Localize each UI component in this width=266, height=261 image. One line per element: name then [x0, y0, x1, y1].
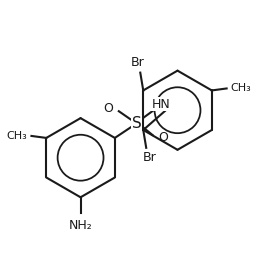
Text: Br: Br [142, 151, 156, 164]
Text: NH₂: NH₂ [69, 219, 93, 232]
Text: CH₃: CH₃ [231, 84, 251, 93]
Text: S: S [132, 116, 142, 130]
Text: CH₃: CH₃ [7, 131, 27, 141]
Text: O: O [103, 102, 113, 115]
Text: O: O [158, 132, 168, 144]
Text: HN: HN [152, 98, 171, 111]
Text: Br: Br [130, 56, 144, 69]
